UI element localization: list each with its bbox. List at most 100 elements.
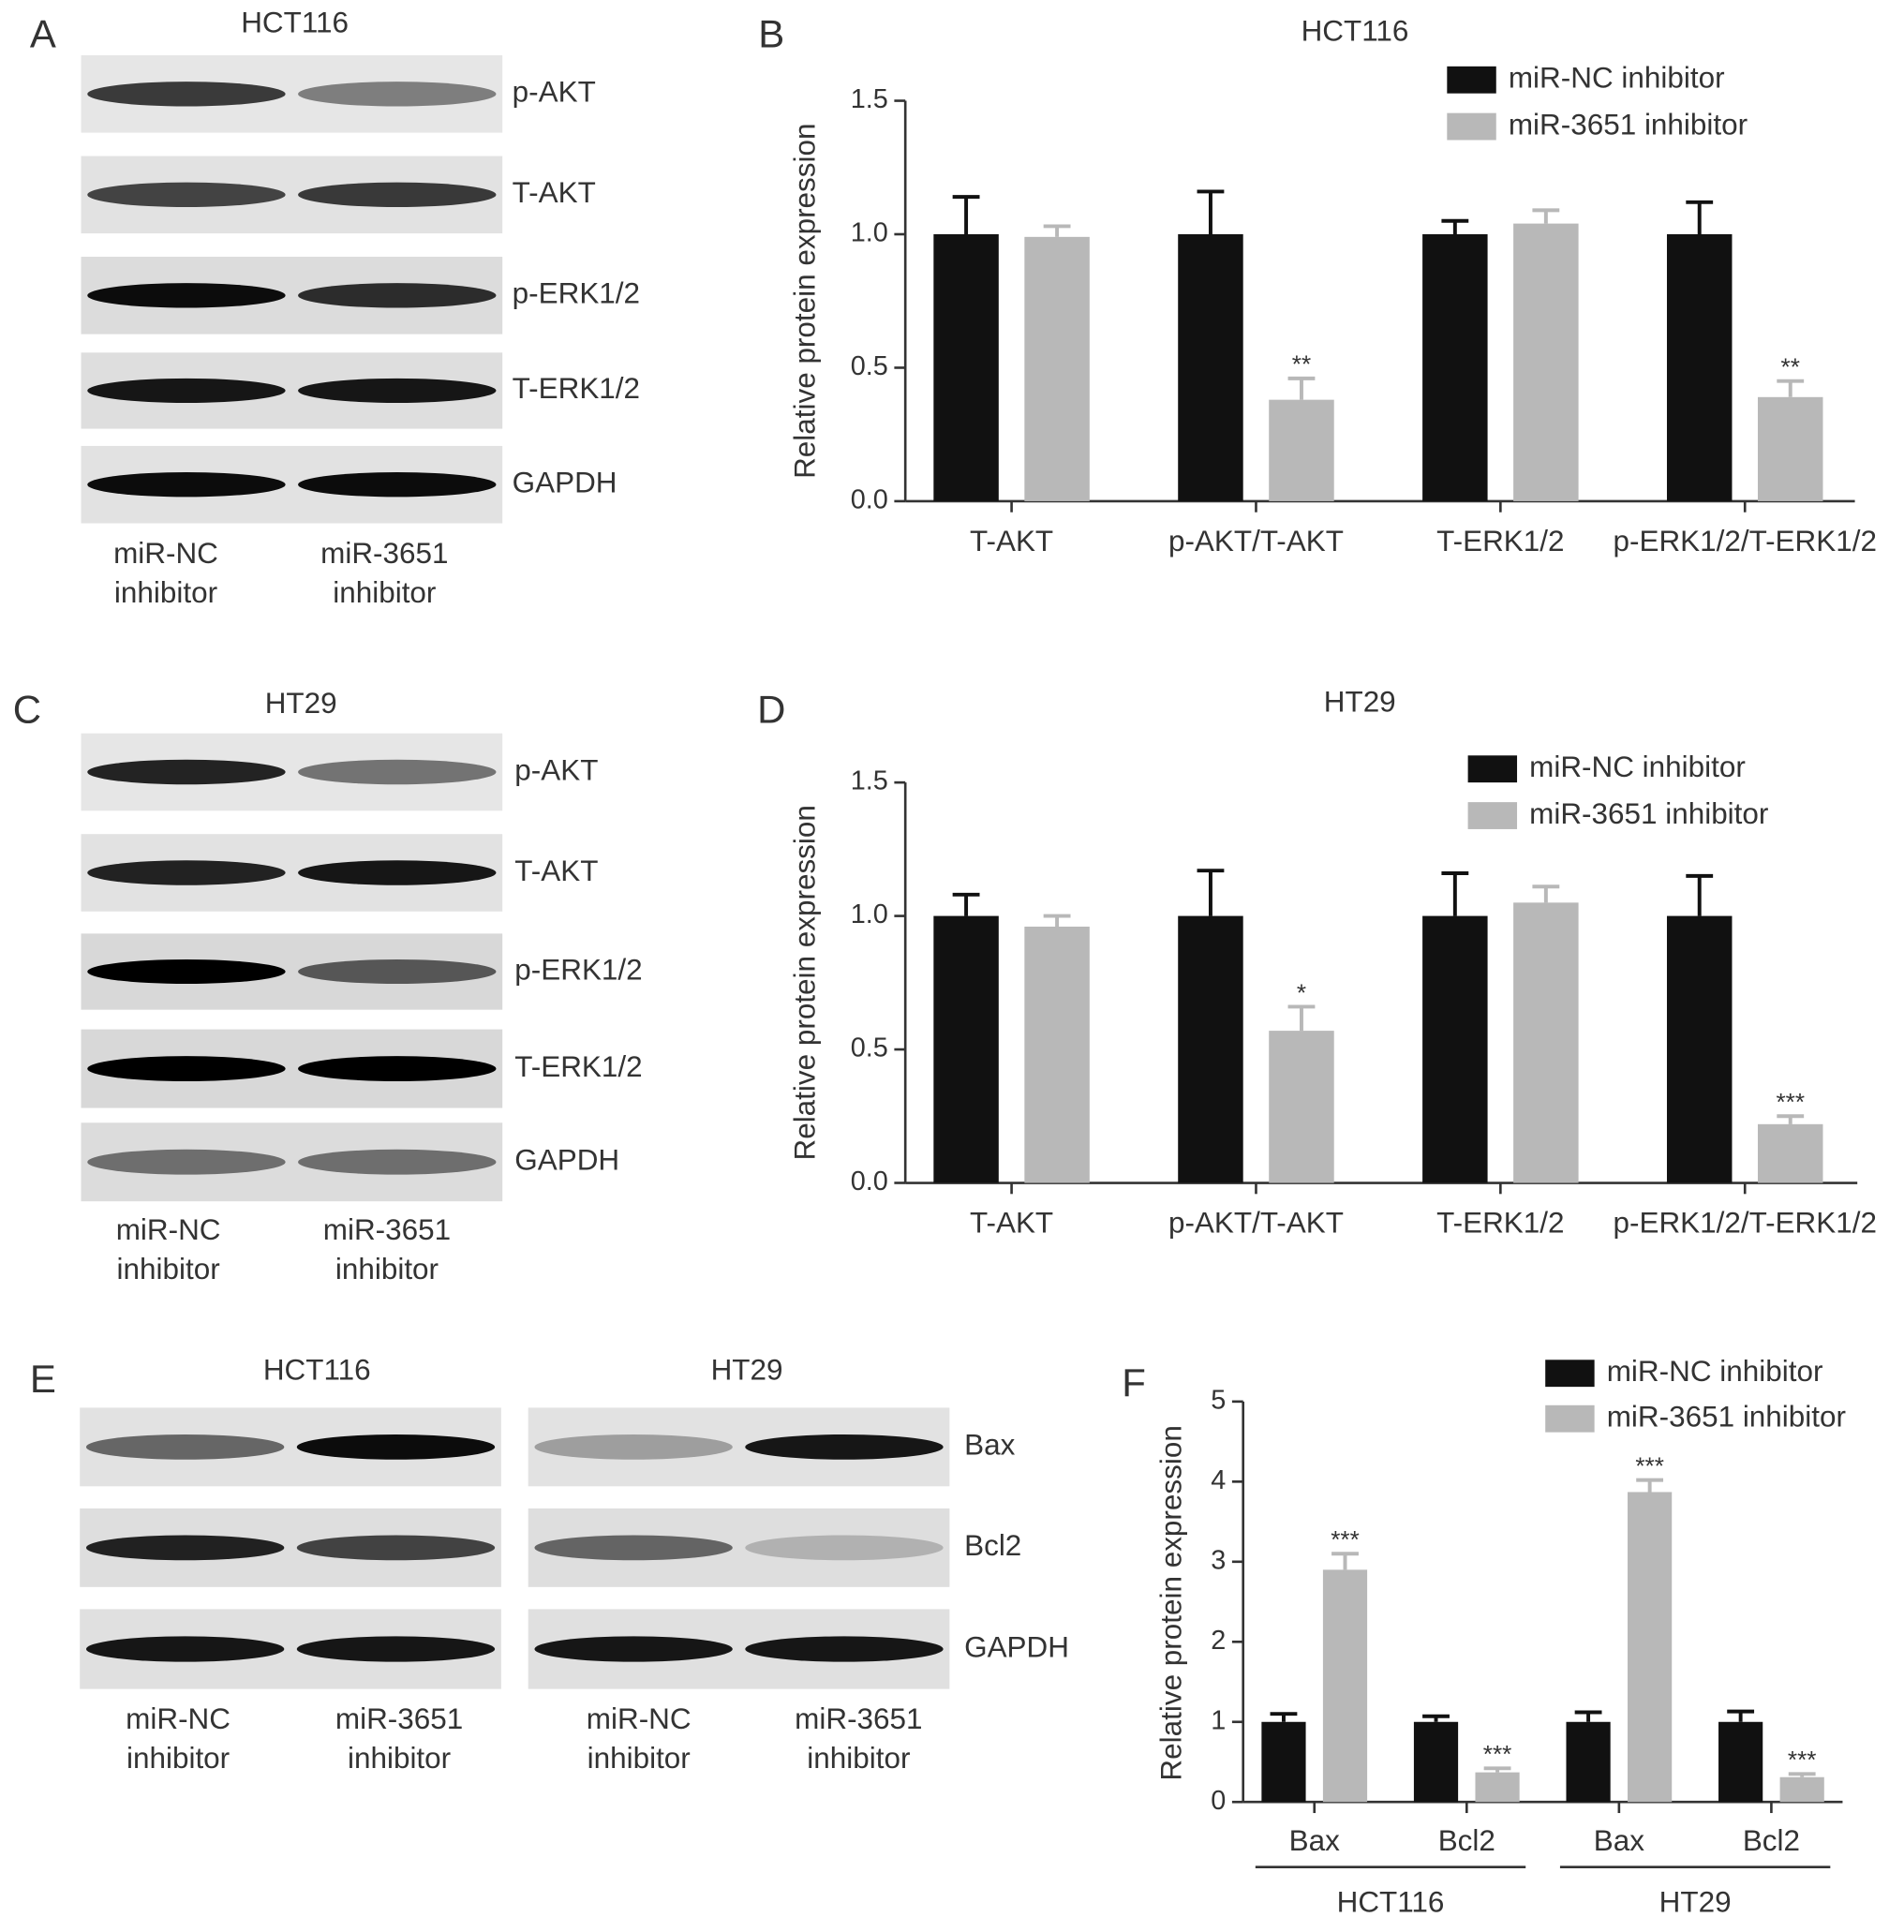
lane-label: miR-NC (126, 1702, 231, 1735)
group-label: HT29 (1659, 1885, 1732, 1918)
error-bar (1788, 1772, 1816, 1777)
panel-letter: B (758, 11, 784, 55)
blot-band (85, 1434, 285, 1460)
bar (1666, 915, 1733, 1183)
bar (1757, 1123, 1823, 1183)
legend-swatch (1467, 802, 1518, 829)
error-bar (1532, 884, 1560, 903)
bar (1178, 915, 1243, 1183)
y-tick-label: 2 (1211, 1626, 1226, 1656)
blot-band (298, 182, 497, 208)
blot-band (87, 472, 286, 498)
error-bar (1574, 1710, 1602, 1722)
legend-label: miR-3651 inhibitor (1509, 108, 1748, 141)
significance: *** (1776, 1088, 1805, 1116)
blot-band (298, 959, 497, 985)
legend-label: miR-NC inhibitor (1509, 62, 1725, 95)
error-bar (952, 892, 980, 916)
blot-band (85, 1636, 285, 1662)
error-bar (1043, 914, 1071, 927)
lane-label: miR-3651 (320, 537, 448, 570)
panel-letter: A (30, 11, 56, 55)
error-bar (1686, 200, 1714, 235)
x-tick-label: p-ERK1/2/T-ERK1/2 (1614, 1206, 1877, 1239)
bar (1513, 223, 1579, 501)
legend-swatch (1467, 755, 1518, 783)
panel-letter: E (30, 1357, 56, 1401)
error-bar (1532, 208, 1560, 224)
legend-label: miR-3651 inhibitor (1529, 797, 1768, 830)
bar (1422, 234, 1488, 501)
lane-label: inhibitor (114, 576, 217, 609)
significance: *** (1483, 1740, 1512, 1768)
error-bar (1777, 1114, 1805, 1124)
significance: * (1297, 978, 1306, 1006)
error-bar (1331, 1552, 1359, 1570)
y-tick-label: 0.5 (851, 351, 888, 381)
blot-band (534, 1434, 733, 1460)
y-tick-label: 4 (1211, 1465, 1226, 1495)
lane-label: miR-NC (116, 1213, 221, 1246)
bar (1566, 1721, 1611, 1803)
blot-band (298, 82, 497, 107)
bar (1628, 1492, 1673, 1803)
significance: *** (1331, 1525, 1360, 1553)
blot-band (87, 182, 286, 208)
lane-label: inhibitor (117, 1253, 220, 1286)
significance: *** (1635, 1451, 1664, 1479)
lane-label: inhibitor (333, 576, 436, 609)
error-bar (1287, 1004, 1316, 1032)
bar (1024, 926, 1090, 1183)
panel-letter: F (1122, 1360, 1146, 1404)
lane-label: inhibitor (588, 1742, 691, 1775)
error-bar (1636, 1478, 1664, 1493)
blot-title: HCT116 (263, 1354, 371, 1387)
bar (1261, 1721, 1306, 1803)
y-tick-label: 1.5 (851, 84, 888, 114)
blot-band (296, 1636, 496, 1662)
bar (1269, 1031, 1334, 1183)
blot-band (87, 82, 286, 107)
lane-label: miR-3651 (335, 1702, 463, 1735)
x-tick-label: T-ERK1/2 (1436, 525, 1564, 557)
blot-band (87, 759, 286, 785)
bar (1178, 234, 1243, 501)
x-tick-label: Bcl2 (1743, 1824, 1800, 1857)
bar (1475, 1772, 1520, 1803)
significance: *** (1788, 1746, 1817, 1774)
group-label: HCT116 (1337, 1885, 1445, 1918)
blot-row-label: T-ERK1/2 (513, 372, 640, 405)
blot-band (534, 1636, 733, 1662)
blot-row-label: p-AKT (513, 76, 596, 109)
x-tick-label: p-AKT/T-AKT (1168, 1206, 1344, 1239)
blot-band (296, 1535, 496, 1561)
error-bar (1777, 379, 1805, 397)
legend-swatch (1447, 112, 1496, 141)
bar (1322, 1569, 1368, 1803)
bar (1718, 1721, 1763, 1803)
blot-band (745, 1535, 944, 1561)
blot-row-label: T-ERK1/2 (514, 1050, 642, 1083)
y-axis-label: Relative protein expression (789, 805, 822, 1160)
blot-band (298, 860, 497, 885)
error-bar (1197, 189, 1225, 235)
bar (1413, 1721, 1459, 1803)
lane-label: inhibitor (126, 1742, 230, 1775)
blot-band (298, 1056, 497, 1082)
bar (1779, 1776, 1824, 1803)
y-tick-label: 0.0 (851, 485, 888, 515)
blot-title: HT29 (265, 687, 337, 720)
y-tick-label: 3 (1211, 1545, 1226, 1575)
blot-row-label: GAPDH (513, 467, 617, 499)
blot-band (296, 1434, 496, 1460)
legend-label: miR-3651 inhibitor (1607, 1401, 1846, 1434)
bar (933, 234, 999, 501)
error-bar (1441, 871, 1469, 916)
bar (1513, 902, 1579, 1183)
y-tick-label: 1 (1211, 1705, 1226, 1735)
lane-label: miR-NC (113, 537, 218, 570)
blot-row-label: GAPDH (964, 1630, 1069, 1663)
legend-swatch (1447, 66, 1496, 94)
blot-title: HCT116 (241, 7, 349, 39)
